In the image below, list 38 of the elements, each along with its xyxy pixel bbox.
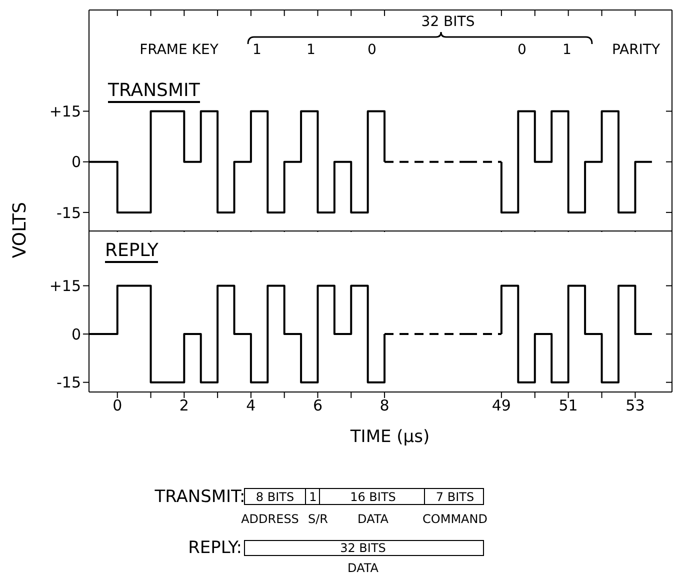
y-tick-label: 0: [71, 325, 81, 344]
x-tick-label: 49: [492, 396, 511, 415]
annotation: PARITY: [612, 42, 660, 58]
text: REPLY: [105, 240, 158, 263]
x-tick-label: 51: [558, 396, 578, 415]
text: 7 BITS: [436, 490, 474, 504]
text: COMMAND: [422, 512, 488, 526]
y-tick-label: 0: [71, 153, 81, 172]
text: TRANSMIT: [108, 80, 200, 103]
text: TRANSMIT:: [154, 487, 246, 507]
y-tick-label: -15: [56, 374, 81, 392]
annotation: 32 BITS: [421, 14, 475, 30]
x-tick-label: 53: [626, 396, 645, 415]
y-tick-label: -15: [56, 204, 81, 222]
annotation: 1: [252, 42, 262, 58]
text: DATA: [358, 512, 388, 526]
text: S/R: [308, 512, 328, 526]
x-tick-label: 0: [112, 396, 122, 415]
text: REPLY:: [188, 538, 242, 558]
x-tick-label: 4: [246, 396, 256, 415]
text: 16 BITS: [350, 490, 396, 504]
annotation: FRAME KEY: [140, 42, 218, 58]
x-axis-title: TIME (µs): [350, 427, 430, 447]
annotation: 1: [306, 42, 316, 58]
y-tick-label: +15: [49, 277, 81, 296]
text: DATA: [348, 561, 378, 575]
y-axis-title: VOLTS: [10, 202, 30, 258]
y-tick-label: +15: [49, 102, 81, 121]
text: ADDRESS: [241, 512, 299, 526]
x-tick-label: 2: [179, 396, 189, 415]
annotation: 0: [518, 42, 526, 58]
annotation: 0: [368, 42, 376, 58]
x-tick-label: 8: [380, 396, 390, 415]
annotation: 1: [562, 42, 572, 58]
text: 1: [309, 490, 317, 504]
text: 32 BITS: [340, 541, 386, 555]
x-tick-label: 6: [312, 396, 323, 415]
text: 8 BITS: [256, 490, 294, 504]
